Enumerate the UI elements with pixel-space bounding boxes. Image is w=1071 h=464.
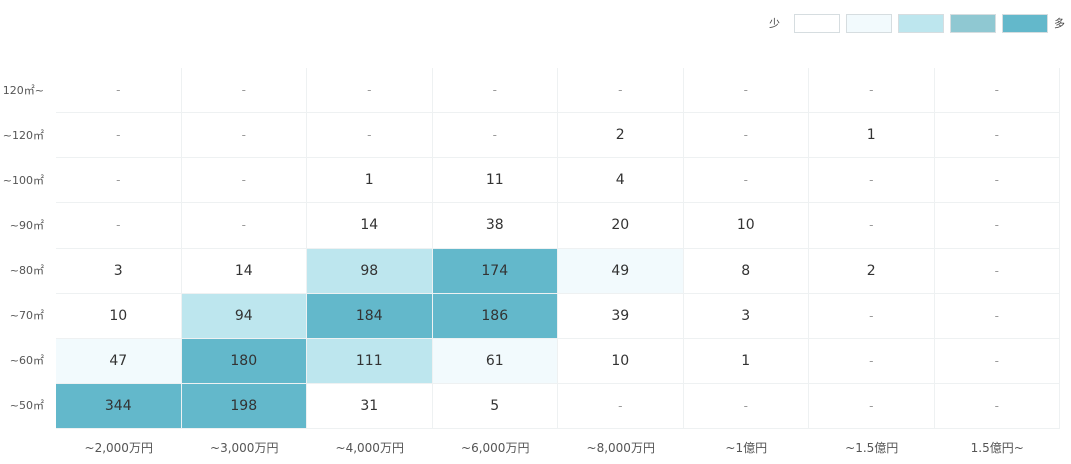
heatmap-grid: - - - - - - - - - - - -2-1- - -1 11 4- - - - -14 38 20 10- -3 14…	[56, 68, 1060, 429]
heatmap-cell: -	[934, 383, 1060, 429]
heatmap-cell: 98	[307, 248, 433, 294]
heatmap-cell: 10	[56, 293, 182, 339]
heatmap-cell: -	[683, 383, 809, 429]
heatmap-cell: -	[934, 248, 1060, 294]
legend-swatch-1	[794, 13, 840, 33]
heatmap-cell: 47	[56, 338, 182, 384]
heatmap-cell: 184	[307, 293, 433, 339]
heatmap-cell: -	[432, 68, 558, 114]
heatmap-cell: -	[558, 68, 684, 114]
heatmap-cell: -	[934, 203, 1060, 249]
y-tick-label: ~70㎡	[9, 309, 44, 323]
heatmap-cell: 94	[181, 293, 307, 339]
heatmap-cell: 1	[809, 113, 935, 159]
heatmap-cell: 14	[181, 248, 307, 294]
x-tick-label: ~6,000万円	[461, 441, 530, 455]
heatmap-cell: 10	[683, 203, 809, 249]
heatmap-cell: 39	[558, 293, 684, 339]
heatmap-cell: 174	[432, 248, 558, 294]
heatmap-cell: -	[181, 158, 307, 204]
heatmap-cell: -	[809, 68, 935, 114]
heatmap-cell: -	[809, 203, 935, 249]
y-tick-label: ~100㎡	[2, 173, 44, 187]
heatmap-cell: 186	[432, 293, 558, 339]
heatmap-cell: 1	[307, 158, 433, 204]
heatmap-cell: -	[558, 383, 684, 429]
heatmap-cell: -	[809, 293, 935, 339]
heatmap-cell: -	[809, 158, 935, 204]
x-tick-label: ~4,000万円	[335, 441, 404, 455]
heatmap-cell: -	[307, 68, 433, 114]
heatmap-cell: -	[56, 158, 182, 204]
heatmap-cell: -	[934, 158, 1060, 204]
heatmap-cell: 10	[558, 338, 684, 384]
heatmap-cell: -	[56, 203, 182, 249]
legend-high-label: 多	[1054, 17, 1065, 30]
legend-swatch-3	[898, 13, 944, 33]
heatmap-cell: 2	[809, 248, 935, 294]
heatmap-cell: 11	[432, 158, 558, 204]
heatmap-cell: -	[809, 338, 935, 384]
heatmap-cell: -	[181, 113, 307, 159]
heatmap-cell: 31	[307, 383, 433, 429]
x-tick-label: ~1.5億円	[845, 441, 899, 455]
heatmap-cell: -	[181, 203, 307, 249]
heatmap-cell: -	[56, 113, 182, 159]
heatmap-cell: -	[809, 383, 935, 429]
heatmap-cell: -	[683, 113, 809, 159]
y-tick-label: ~120㎡	[2, 128, 44, 142]
y-tick-label: ~80㎡	[9, 264, 44, 278]
heatmap-cell: -	[56, 68, 182, 114]
heatmap-cell: 344	[56, 383, 182, 429]
heatmap-cell: 1	[683, 338, 809, 384]
heatmap-cell: -	[934, 113, 1060, 159]
heatmap-cell: 3	[683, 293, 809, 339]
heatmap-cell: -	[934, 68, 1060, 114]
heatmap-cell: 49	[558, 248, 684, 294]
heatmap-cell: -	[934, 293, 1060, 339]
x-tick-label: ~1億円	[725, 441, 768, 455]
x-tick-label: ~2,000万円	[84, 441, 153, 455]
legend-swatch-5	[1002, 13, 1048, 33]
x-tick-label: ~3,000万円	[210, 441, 279, 455]
heatmap-cell: 2	[558, 113, 684, 159]
y-tick-label: ~50㎡	[9, 399, 44, 413]
x-tick-label: ~8,000万円	[586, 441, 655, 455]
heatmap-cell: 38	[432, 203, 558, 249]
y-tick-label: ~60㎡	[9, 354, 44, 368]
heatmap-cell: 180	[181, 338, 307, 384]
heatmap-cell: -	[934, 338, 1060, 384]
heatmap-cell: 5	[432, 383, 558, 429]
legend-swatch-4	[950, 13, 996, 33]
legend-swatch-2	[846, 13, 892, 33]
heatmap-cell: 4	[558, 158, 684, 204]
heatmap-cell: 20	[558, 203, 684, 249]
heatmap-cell: -	[683, 158, 809, 204]
x-tick-label: 1.5億円~	[970, 441, 1024, 455]
heatmap-cell: 14	[307, 203, 433, 249]
heatmap-cell: -	[683, 68, 809, 114]
heatmap-cell: -	[307, 113, 433, 159]
y-tick-label: ~90㎡	[9, 218, 44, 232]
y-tick-label: 120㎡~	[2, 83, 44, 97]
legend-low-label: 少	[769, 17, 780, 30]
heatmap-cell: -	[181, 68, 307, 114]
heatmap-cell: 3	[56, 248, 182, 294]
heatmap-cell: -	[432, 113, 558, 159]
heatmap-cell: 8	[683, 248, 809, 294]
heatmap-cell: 61	[432, 338, 558, 384]
heatmap-cell: 111	[307, 338, 433, 384]
color-legend: 少 多	[769, 12, 1065, 34]
heatmap-cell: 198	[181, 383, 307, 429]
